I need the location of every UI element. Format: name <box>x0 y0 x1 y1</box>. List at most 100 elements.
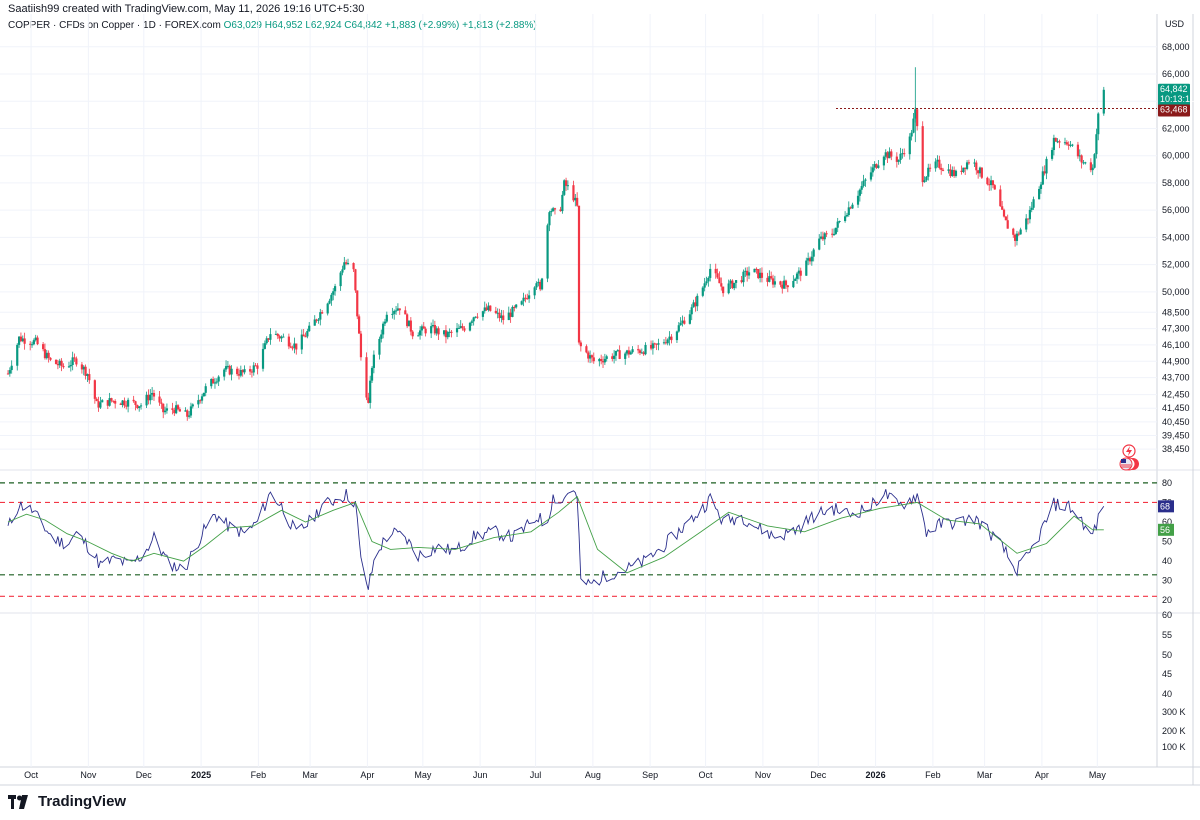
candle <box>21 335 24 343</box>
candle <box>692 299 695 308</box>
candle <box>766 272 769 287</box>
candle-body <box>910 132 913 137</box>
candle <box>136 404 139 410</box>
candle-body <box>58 360 61 366</box>
candle <box>306 328 309 339</box>
candle <box>869 166 873 182</box>
candle <box>32 338 35 346</box>
candle-body <box>679 322 682 326</box>
price-tick-label: 44,900 <box>1162 356 1190 366</box>
candle-body <box>282 336 285 338</box>
candle <box>481 310 485 321</box>
candle <box>967 159 971 165</box>
candle-body <box>108 398 111 406</box>
candle <box>834 227 837 235</box>
candle-body <box>145 394 148 406</box>
candle <box>254 363 257 367</box>
candle <box>849 206 852 210</box>
candle-body <box>993 185 996 190</box>
candle <box>210 378 213 389</box>
candle <box>718 271 721 284</box>
candle <box>108 392 111 407</box>
candle-body <box>372 354 375 368</box>
candle <box>1102 86 1105 116</box>
candle-body <box>239 370 242 376</box>
candle-body <box>973 162 976 164</box>
change-value: +1,883 (+2.99%) <box>384 20 460 31</box>
candle-body <box>747 272 751 276</box>
candle-body <box>304 336 307 338</box>
candle-body <box>1056 141 1059 143</box>
candle-body <box>869 172 873 180</box>
candle-body <box>112 400 115 402</box>
candle-body <box>21 338 24 342</box>
candle-body <box>17 336 21 345</box>
candle <box>694 296 697 312</box>
time-tick-label: Aug <box>585 770 601 780</box>
price-tick-label: 66,000 <box>1162 69 1190 79</box>
symbol-name[interactable]: COPPER · CFDs on Copper · 1D · FOREX.com <box>8 20 221 31</box>
candle-body <box>954 170 958 176</box>
candle-body <box>540 278 544 290</box>
candle-body <box>212 378 215 384</box>
candle-body <box>36 337 39 345</box>
candle <box>1063 137 1067 146</box>
candle-body <box>631 349 634 353</box>
candle-body <box>289 346 292 348</box>
candle-body <box>330 294 333 301</box>
candle-body <box>688 314 691 324</box>
candle <box>965 160 969 171</box>
candle-body <box>160 402 163 404</box>
candle <box>483 301 486 314</box>
candle-body <box>574 197 577 201</box>
close-value: C64,842 <box>344 20 383 31</box>
candle <box>999 185 1002 207</box>
candle <box>679 317 682 326</box>
candle-body <box>204 386 207 393</box>
candle-body <box>139 405 143 407</box>
candle <box>1038 186 1041 200</box>
candle-body <box>60 360 63 366</box>
candle-body <box>936 159 939 162</box>
candle <box>978 166 982 177</box>
candle-body <box>823 233 826 240</box>
candle <box>217 375 220 387</box>
candle-body <box>302 334 305 337</box>
rsi-tick-label: 40 <box>1162 556 1172 566</box>
price-tick-label: 50,000 <box>1162 287 1190 297</box>
candle-body <box>88 374 91 381</box>
candle-body <box>703 283 706 288</box>
price-tick-label: 41,450 <box>1162 403 1190 413</box>
candle-body <box>600 358 603 362</box>
candle <box>655 343 658 351</box>
candle <box>472 316 475 326</box>
candle <box>742 269 745 287</box>
candle <box>1026 218 1030 225</box>
candle <box>276 332 279 340</box>
bolt-icon[interactable] <box>1122 444 1136 458</box>
candle-body <box>313 319 316 326</box>
candle <box>496 308 499 319</box>
candle-body <box>1084 162 1087 164</box>
candle-body <box>199 400 202 402</box>
candle-body <box>888 151 891 159</box>
candle <box>670 334 673 344</box>
candle-body <box>502 315 505 321</box>
candle <box>929 163 932 172</box>
candle-body <box>446 332 449 338</box>
candle-body <box>625 350 629 354</box>
candle <box>566 180 570 191</box>
candle <box>613 349 616 364</box>
candle <box>468 321 472 332</box>
candle <box>882 155 886 171</box>
candle-body <box>158 396 161 403</box>
candle-body <box>75 358 78 365</box>
candle-body <box>832 233 836 235</box>
candle-body <box>1063 142 1067 144</box>
candle-body <box>293 343 296 348</box>
candle-body <box>929 167 932 169</box>
candle-body <box>718 277 721 284</box>
candle <box>30 341 34 348</box>
us-flag-icon[interactable] <box>1119 457 1139 471</box>
